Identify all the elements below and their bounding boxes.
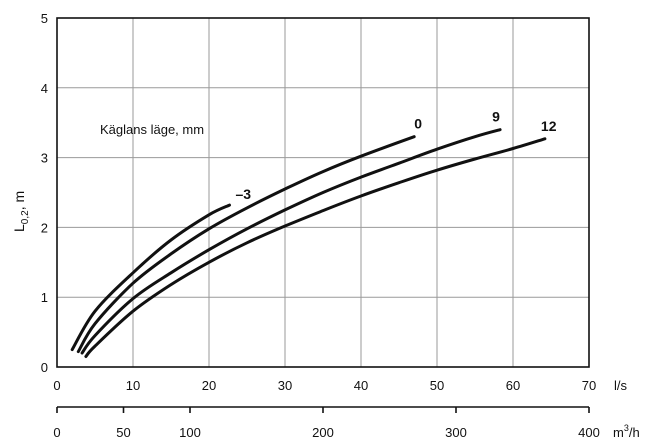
x-tick-50: 50 xyxy=(430,378,444,393)
curve-series-0 xyxy=(70,203,231,352)
series-curves xyxy=(70,128,547,358)
x-tick-30: 30 xyxy=(278,378,292,393)
ylabel-rest: , m xyxy=(11,191,27,210)
plot-frame xyxy=(56,17,590,368)
y-axis-label: L0,2, m xyxy=(11,191,31,232)
x-tick-60: 60 xyxy=(506,378,520,393)
curve-series-1 xyxy=(76,135,416,354)
y-tick-1: 1 xyxy=(41,290,48,305)
x2-tick-200: 200 xyxy=(312,425,334,440)
curve-series-3 xyxy=(84,137,547,358)
y-tick-5: 5 xyxy=(41,11,48,26)
ylabel-main: L xyxy=(11,224,27,232)
y-tick-3: 3 xyxy=(41,151,48,166)
x-tick-labels: 0 10 20 30 40 50 60 70 xyxy=(53,378,596,393)
curve-label-0: –3 xyxy=(236,186,252,202)
secondary-x-tick-labels: 0 50 100 200 300 400 xyxy=(53,407,600,440)
x2-tick-300: 300 xyxy=(445,425,467,440)
y-tick-4: 4 xyxy=(41,81,48,96)
x-tick-20: 20 xyxy=(202,378,216,393)
x-tick-40: 40 xyxy=(354,378,368,393)
y-tick-labels: 0 1 2 3 4 5 xyxy=(41,11,48,375)
y-tick-2: 2 xyxy=(41,220,48,235)
y-tick-0: 0 xyxy=(41,360,48,375)
curve-label-1: 0 xyxy=(414,116,422,132)
annotation-kaglans-lage: Käglans läge, mm xyxy=(100,122,204,137)
x-tick-70: 70 xyxy=(582,378,596,393)
curve-label-2: 9 xyxy=(492,109,500,125)
x2-tick-400: 400 xyxy=(578,425,600,440)
x-tick-0: 0 xyxy=(53,378,60,393)
secondary-x-axis-unit: m3/h xyxy=(613,423,640,440)
x2-unit-rest: /h xyxy=(629,425,640,440)
x2-tick-50: 50 xyxy=(116,425,130,440)
x2-tick-100: 100 xyxy=(179,425,201,440)
x2-unit-sup: 3 xyxy=(624,423,629,433)
x-tick-10: 10 xyxy=(126,378,140,393)
x-axis-unit: l/s xyxy=(614,378,628,393)
series-labels: –3 0 9 12 xyxy=(236,109,557,202)
curve-label-3: 12 xyxy=(541,118,557,134)
x2-tick-0: 0 xyxy=(53,425,60,440)
curve-series-2 xyxy=(80,128,502,355)
x2-unit-main: m xyxy=(613,425,624,440)
ylabel-sub: 0,2 xyxy=(20,210,31,224)
